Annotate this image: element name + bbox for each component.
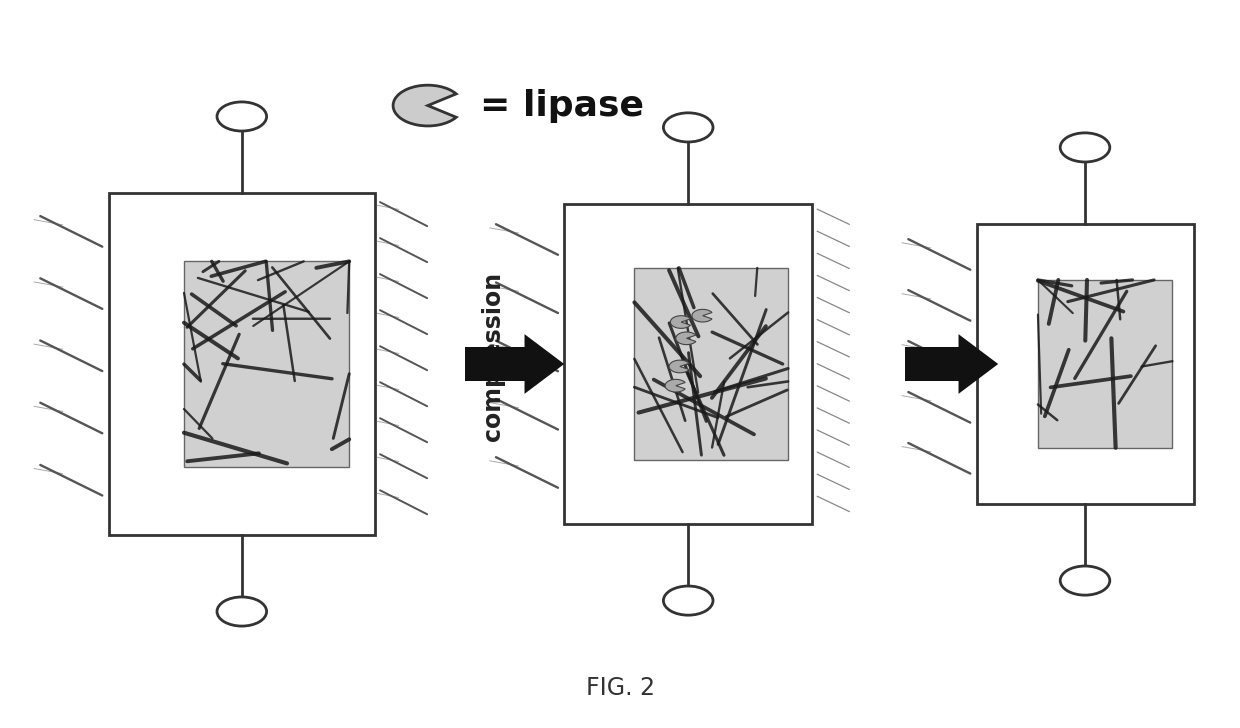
Bar xyxy=(564,204,812,524)
Bar xyxy=(977,224,1193,504)
Wedge shape xyxy=(665,379,686,392)
Circle shape xyxy=(1060,566,1110,596)
Polygon shape xyxy=(959,334,998,394)
Bar xyxy=(109,193,374,535)
Circle shape xyxy=(217,102,267,131)
Circle shape xyxy=(663,113,713,142)
Wedge shape xyxy=(670,360,689,373)
Bar xyxy=(635,268,789,460)
Wedge shape xyxy=(676,332,696,344)
Circle shape xyxy=(663,586,713,615)
Polygon shape xyxy=(525,334,564,394)
Bar xyxy=(465,347,525,381)
Circle shape xyxy=(217,597,267,626)
Text: compression: compression xyxy=(481,272,505,441)
Bar xyxy=(905,347,959,381)
Text: FIG. 2: FIG. 2 xyxy=(585,676,655,700)
Bar xyxy=(184,261,350,467)
Wedge shape xyxy=(393,85,456,126)
Bar xyxy=(1038,280,1173,448)
Text: = lipase: = lipase xyxy=(480,89,644,122)
Circle shape xyxy=(1060,132,1110,162)
Wedge shape xyxy=(692,309,712,322)
Wedge shape xyxy=(671,316,691,328)
